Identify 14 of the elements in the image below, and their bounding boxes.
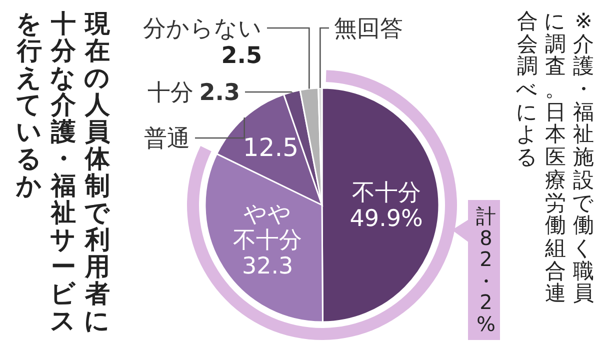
data-label: 2.5 <box>221 43 262 69</box>
slice-label: 普通 <box>144 126 190 152</box>
data-label: 2.3 <box>199 80 240 106</box>
slice-label: やや不十分 <box>233 201 302 254</box>
text: ※介護・福祉施設で働く職員に調査。日本医療労働組合連合会調べによる <box>516 9 594 306</box>
data-label: 49.9% <box>350 206 423 232</box>
slice-label: 不十分 <box>352 180 421 206</box>
data-label: 32.3 <box>242 253 294 280</box>
slice-label: 十分 <box>147 80 194 106</box>
slice-label: 無回答 <box>334 16 403 42</box>
slice-label: 分からない <box>143 16 262 42</box>
chart-title: 現在の人員体制で利用者に十分な介護・福祉サービスを行えているか <box>16 9 110 335</box>
text: 計82・2% <box>476 204 496 336</box>
data-label: 12.5 <box>242 133 299 162</box>
